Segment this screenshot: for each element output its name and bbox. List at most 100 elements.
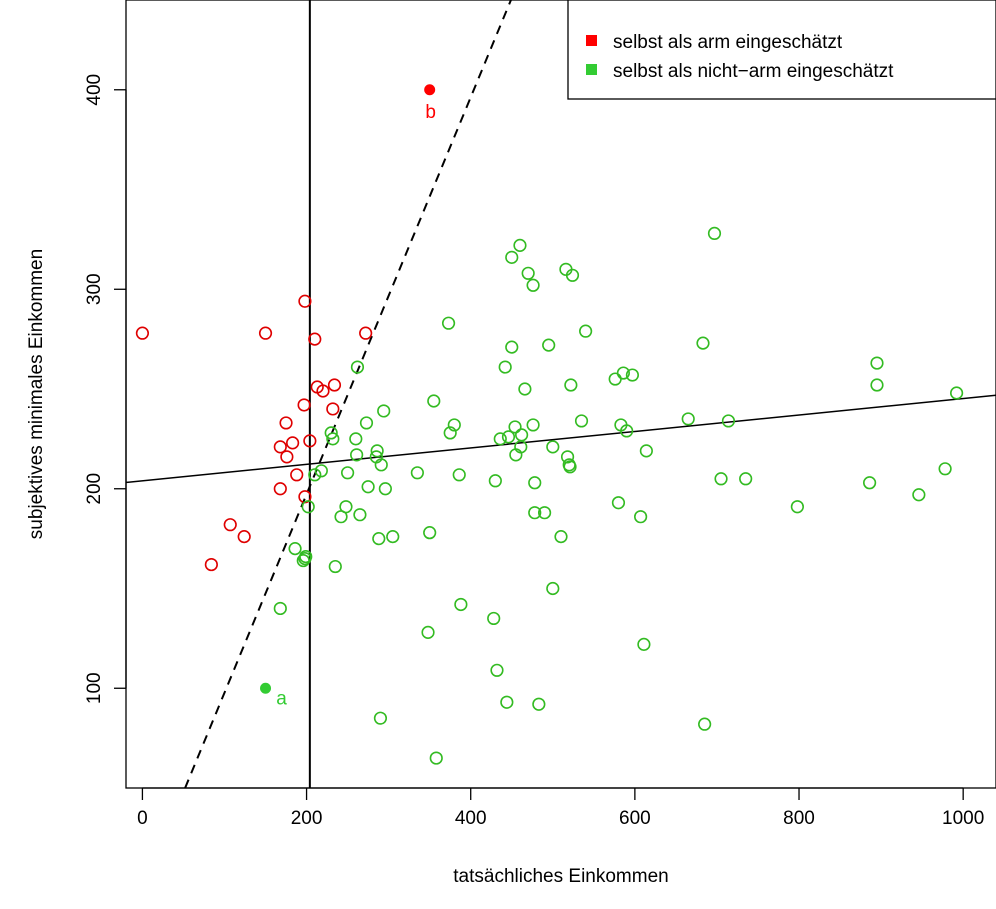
point-nicht-arm <box>452 468 466 482</box>
point-nicht-arm <box>308 468 322 482</box>
point-nicht-arm <box>501 430 516 444</box>
point-nicht-arm <box>790 500 804 514</box>
point-nicht-arm <box>301 500 315 514</box>
point-nicht-arm <box>326 432 340 446</box>
point-nicht-arm <box>870 356 884 370</box>
legend-label-arm: selbst als arm eingeschätzt <box>613 32 843 53</box>
point-nicht-arm <box>341 466 355 480</box>
legend-box <box>567 0 996 100</box>
point-nicht-arm <box>526 418 540 432</box>
point-nicht-arm <box>324 426 338 440</box>
point-nicht-arm <box>950 386 964 400</box>
point-nicht-arm <box>698 717 712 731</box>
point-nicht-arm <box>634 510 648 524</box>
point-nicht-arm <box>637 637 651 651</box>
point-nicht-arm <box>546 581 560 596</box>
point-nicht-arm <box>505 340 519 354</box>
y-tick-label: 300 <box>84 273 105 305</box>
x-tick-label: 0 <box>137 808 148 829</box>
point-nicht-arm <box>508 420 522 434</box>
series-nicht-arm <box>273 226 964 765</box>
point-nicht-arm <box>513 238 527 252</box>
point-nicht-arm <box>625 368 640 382</box>
point-nicht-arm <box>423 526 437 540</box>
point-nicht-arm <box>721 414 736 428</box>
point-nicht-arm <box>410 466 424 480</box>
point-arm <box>303 434 317 448</box>
highlighted-point-a <box>260 682 272 694</box>
point-nicht-arm <box>938 462 952 476</box>
point-nicht-arm <box>537 506 552 520</box>
point-nicht-arm <box>565 268 580 282</box>
point-nicht-arm <box>443 426 457 440</box>
point-nicht-arm <box>447 418 461 432</box>
point-arm <box>279 416 293 430</box>
point-nicht-arm <box>328 559 342 574</box>
x-tick-label: 400 <box>455 808 487 829</box>
point-nicht-arm <box>386 530 400 544</box>
point-arm <box>223 518 237 532</box>
point-arm <box>308 332 322 346</box>
plot-frame <box>125 0 996 789</box>
point-nicht-arm <box>361 480 375 494</box>
point-nicht-arm <box>528 506 542 520</box>
y-tick-label: 100 <box>84 672 105 704</box>
point-nicht-arm <box>542 338 556 352</box>
x-axis: 0 200 400 600 800 1000 <box>137 787 984 829</box>
point-nicht-arm <box>739 472 753 486</box>
point-nicht-arm <box>870 378 884 392</box>
point-nicht-arm <box>528 476 542 490</box>
series-arm <box>135 294 373 572</box>
point-arm <box>237 530 251 544</box>
plot-area: ab <box>126 0 996 788</box>
point-nicht-arm <box>564 378 578 392</box>
point-nicht-arm <box>912 488 926 502</box>
point-nicht-arm <box>378 482 392 496</box>
point-nicht-arm <box>377 404 391 418</box>
point-nicht-arm <box>639 444 653 458</box>
x-tick-label: 1000 <box>942 808 984 829</box>
x-axis-title: tatsächliches Einkommen <box>453 866 668 887</box>
point-arm <box>280 450 294 464</box>
point-nicht-arm <box>454 597 468 612</box>
point-arm <box>204 557 218 572</box>
point-nicht-arm <box>487 611 501 626</box>
point-arm <box>316 384 330 398</box>
point-nicht-arm <box>563 460 577 474</box>
point-nicht-arm <box>518 382 532 396</box>
point-nicht-arm <box>579 324 593 338</box>
point-nicht-arm <box>681 412 695 426</box>
x-tick-label: 800 <box>783 808 815 829</box>
legend-label-nicht-arm: selbst als nicht−arm eingeschätzt <box>613 61 894 82</box>
point-nicht-arm <box>429 751 443 765</box>
point-arm <box>297 398 311 412</box>
point-nicht-arm <box>273 601 287 616</box>
point-nicht-arm <box>374 458 388 472</box>
x-tick-label: 200 <box>291 808 323 829</box>
point-nicht-arm <box>560 450 575 464</box>
point-nicht-arm <box>616 366 630 380</box>
point-nicht-arm <box>339 500 353 514</box>
point-nicht-arm <box>714 472 728 486</box>
point-nicht-arm <box>554 530 568 544</box>
point-nicht-arm <box>863 476 877 490</box>
point-nicht-arm <box>350 448 364 462</box>
point-nicht-arm <box>288 542 302 556</box>
point-arm <box>273 482 287 496</box>
point-nicht-arm <box>441 316 456 330</box>
point-nicht-arm <box>532 697 546 711</box>
point-arm <box>286 436 300 450</box>
point-nicht-arm <box>299 549 313 564</box>
point-nicht-arm <box>521 266 535 280</box>
point-arm <box>326 402 340 416</box>
point-nicht-arm <box>611 496 626 510</box>
point-arm <box>258 326 273 340</box>
point-nicht-arm <box>349 432 363 446</box>
point-nicht-arm <box>493 432 507 446</box>
point-nicht-arm <box>370 444 384 458</box>
point-nicht-arm <box>707 226 722 241</box>
point-nicht-arm <box>505 250 519 264</box>
point-nicht-arm <box>490 663 504 677</box>
dashed-reference-line <box>184 0 512 788</box>
